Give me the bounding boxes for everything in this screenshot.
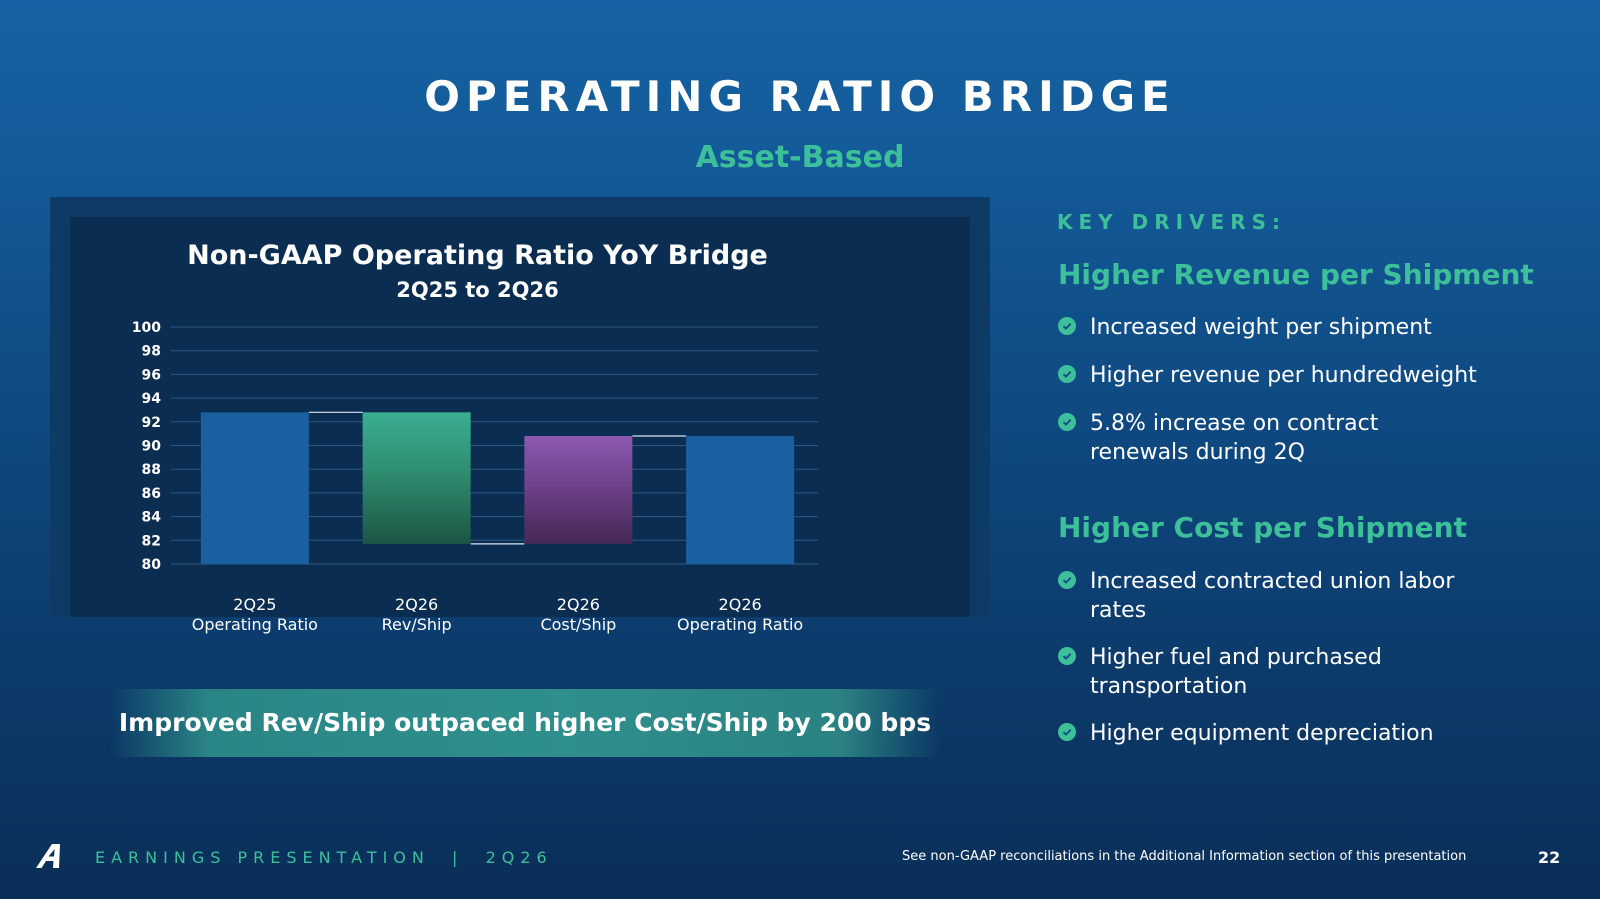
x-tick-label: Operating Ratio <box>192 615 318 634</box>
chart-subtitle: 2Q25 to 2Q26 <box>396 278 559 302</box>
bullet-text: Higher revenue per hundredweight <box>1090 363 1477 388</box>
y-tick-label: 98 <box>142 344 161 360</box>
check-circle-icon <box>1058 723 1076 741</box>
x-tick-label: Operating Ratio <box>677 615 803 634</box>
key-drivers-label: KEY DRIVERS: <box>1057 210 1286 234</box>
page-number: 22 <box>1538 848 1561 867</box>
y-tick-label: 88 <box>142 462 161 478</box>
y-tick-label: 94 <box>142 391 162 407</box>
x-tick-label: 2Q26 <box>719 595 762 614</box>
check-circle-icon <box>1058 317 1076 335</box>
bullet-text: Increased contracted union labor rates <box>1090 569 1455 623</box>
page-subtitle: Asset-Based <box>695 140 905 175</box>
summary-banner-text: Improved Rev/Ship outpaced higher Cost/S… <box>118 708 932 737</box>
check-circle-icon <box>1058 413 1076 431</box>
list-item: Higher fuel and purchased transportation <box>1058 643 1418 701</box>
y-tick-label: 100 <box>132 320 161 336</box>
chart-title: Non-GAAP Operating Ratio YoY Bridge <box>187 240 768 271</box>
footer-note: See non-GAAP reconciliations in the Addi… <box>902 849 1467 864</box>
y-tick-label: 90 <box>142 439 162 455</box>
footer-presentation-label: EARNINGS PRESENTATION | 2Q26 <box>95 848 553 867</box>
list-item: Increased contracted union labor rates <box>1058 567 1498 625</box>
bullet-text: 5.8% increase on contract renewals durin… <box>1090 411 1379 465</box>
y-tick-label: 82 <box>142 533 161 549</box>
x-tick-label: Rev/Ship <box>382 615 452 634</box>
y-tick-label: 92 <box>142 415 161 431</box>
x-tick-label: 2Q26 <box>557 595 600 614</box>
bar <box>200 412 309 564</box>
chart-y-axis: 80 82 84 86 88 90 92 94 96 98 100 <box>132 320 161 573</box>
y-tick-label: 96 <box>142 367 161 383</box>
bar <box>362 412 471 544</box>
y-tick-label: 84 <box>142 510 162 526</box>
summary-banner <box>110 689 940 757</box>
page-title: OPERATING RATIO BRIDGE <box>424 72 1176 121</box>
bar <box>686 436 795 564</box>
cost-driver-heading: Higher Cost per Shipment <box>1058 511 1467 544</box>
list-item: Higher equipment depreciation <box>1058 719 1528 748</box>
bullet-text: Higher fuel and purchased transportation <box>1090 645 1382 699</box>
bar <box>524 436 633 544</box>
bullet-text: Higher equipment depreciation <box>1090 721 1434 746</box>
chart-connectors <box>308 411 687 545</box>
y-tick-label: 86 <box>142 486 161 502</box>
check-circle-icon <box>1058 365 1076 383</box>
list-item: Increased weight per shipment <box>1058 313 1528 342</box>
x-tick-label: Cost/Ship <box>540 615 616 634</box>
x-tick-label: 2Q25 <box>233 595 276 614</box>
check-circle-icon <box>1058 647 1076 665</box>
bullet-text: Increased weight per shipment <box>1090 315 1432 340</box>
revenue-driver-heading: Higher Revenue per Shipment <box>1058 258 1534 291</box>
chart-bars <box>200 412 795 564</box>
y-tick-label: 80 <box>142 557 162 573</box>
check-circle-icon <box>1058 571 1076 589</box>
x-tick-label: 2Q26 <box>395 595 438 614</box>
list-item: Higher revenue per hundredweight <box>1058 361 1528 390</box>
company-logo <box>34 843 68 873</box>
list-item: 5.8% increase on contract renewals durin… <box>1058 409 1418 467</box>
